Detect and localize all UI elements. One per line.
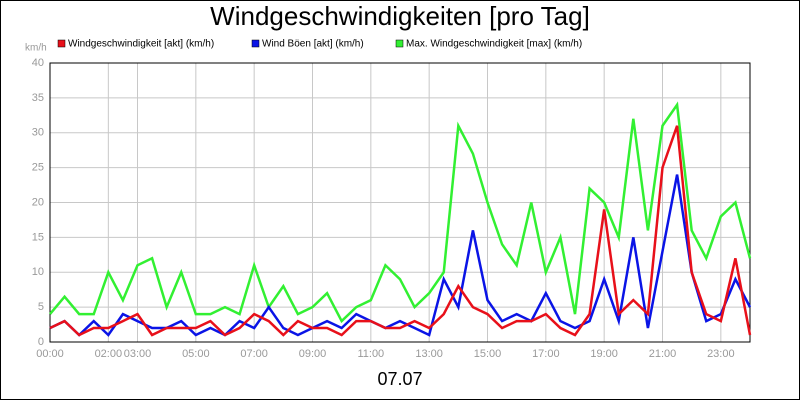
legend-label: Wind Böen [akt] (km/h) (262, 39, 364, 50)
x-tick-label: 07:00 (240, 348, 268, 360)
y-tick-label: 35 (32, 92, 44, 104)
x-tick-label: 17:00 (532, 348, 560, 360)
y-tick-label: 25 (32, 162, 44, 174)
x-tick-label: 21:00 (649, 348, 677, 360)
x-tick-label: 19:00 (590, 348, 618, 360)
legend-label: Windgeschwindigkeit [akt] (km/h) (68, 39, 214, 50)
plot-border (49, 62, 751, 343)
y-tick-label: 40 (32, 57, 44, 69)
y-tick-label: 5 (38, 301, 44, 313)
x-tick-label: 11:00 (357, 348, 384, 360)
y-tick-label: 10 (32, 266, 44, 278)
x-tick-label: 13:00 (415, 348, 443, 360)
y-tick-label: 15 (32, 231, 44, 243)
legend-swatch (57, 39, 66, 48)
legend-swatch (395, 39, 404, 48)
legend-label: Max. Windgeschwindigkeit [max] (km/h) (406, 39, 582, 50)
x-axis-label: 07.07 (377, 369, 422, 389)
y-axis-label: km/h (25, 43, 47, 54)
x-tick-label: 09:00 (299, 348, 327, 360)
legend-swatch (251, 39, 260, 48)
x-tick-label: 05:00 (182, 348, 210, 360)
data-line (49, 101, 752, 324)
x-tick-label: 02:00 (95, 348, 123, 360)
data-line (49, 125, 752, 337)
x-tick-label: 03:00 (124, 348, 152, 360)
x-tick-label: 23:00 (707, 348, 735, 360)
y-tick-label: 20 (32, 196, 44, 208)
x-tick-label: 00:00 (36, 348, 64, 360)
chart-title: Windgeschwindigkeiten [pro Tag] (210, 1, 590, 31)
y-tick-label: 0 (38, 336, 44, 348)
y-tick-label: 30 (32, 127, 44, 139)
x-tick-label: 15:00 (474, 348, 502, 360)
